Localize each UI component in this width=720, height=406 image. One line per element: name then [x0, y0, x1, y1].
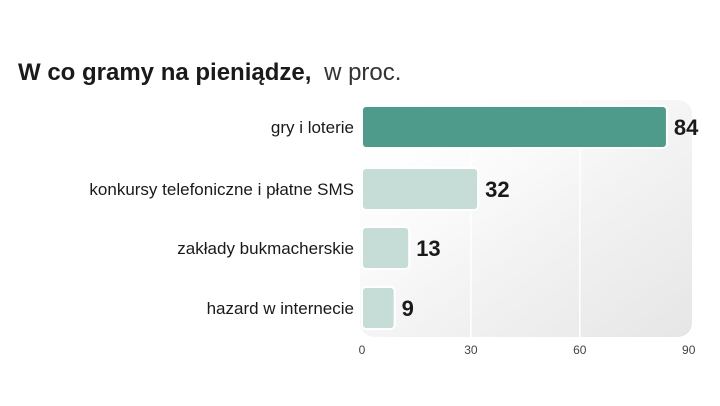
tick-label: 0 — [359, 343, 366, 357]
axis-ticks: 0 30 60 90 — [359, 343, 696, 357]
chart-title-main: W co gramy na pieniądze, — [18, 59, 311, 86]
tick-label: 90 — [682, 343, 696, 357]
category-label: hazard w internecie — [207, 299, 354, 318]
chart-title: W co gramy na pieniądze, w proc. — [18, 59, 401, 86]
tick-label: 30 — [464, 343, 478, 357]
category-labels: gry i loterie konkursy telefoniczne i pła… — [89, 118, 354, 318]
value-label: 32 — [485, 177, 509, 202]
value-label: 9 — [402, 296, 414, 321]
tick-label: 60 — [573, 343, 587, 357]
bar — [361, 286, 396, 330]
value-label: 13 — [416, 236, 440, 261]
bars-group — [361, 105, 668, 330]
category-label: zakłady bukmacherskie — [177, 239, 354, 258]
category-label: gry i loterie — [271, 118, 354, 137]
chart-subtitle: w proc. — [323, 59, 401, 86]
category-label: konkursy telefoniczne i płatne SMS — [89, 180, 354, 199]
value-label: 84 — [674, 115, 699, 140]
value-labels: 84 32 13 9 — [402, 115, 699, 321]
bar — [361, 226, 411, 270]
bar — [361, 105, 668, 149]
plot-area — [360, 100, 692, 337]
bar — [361, 167, 480, 211]
